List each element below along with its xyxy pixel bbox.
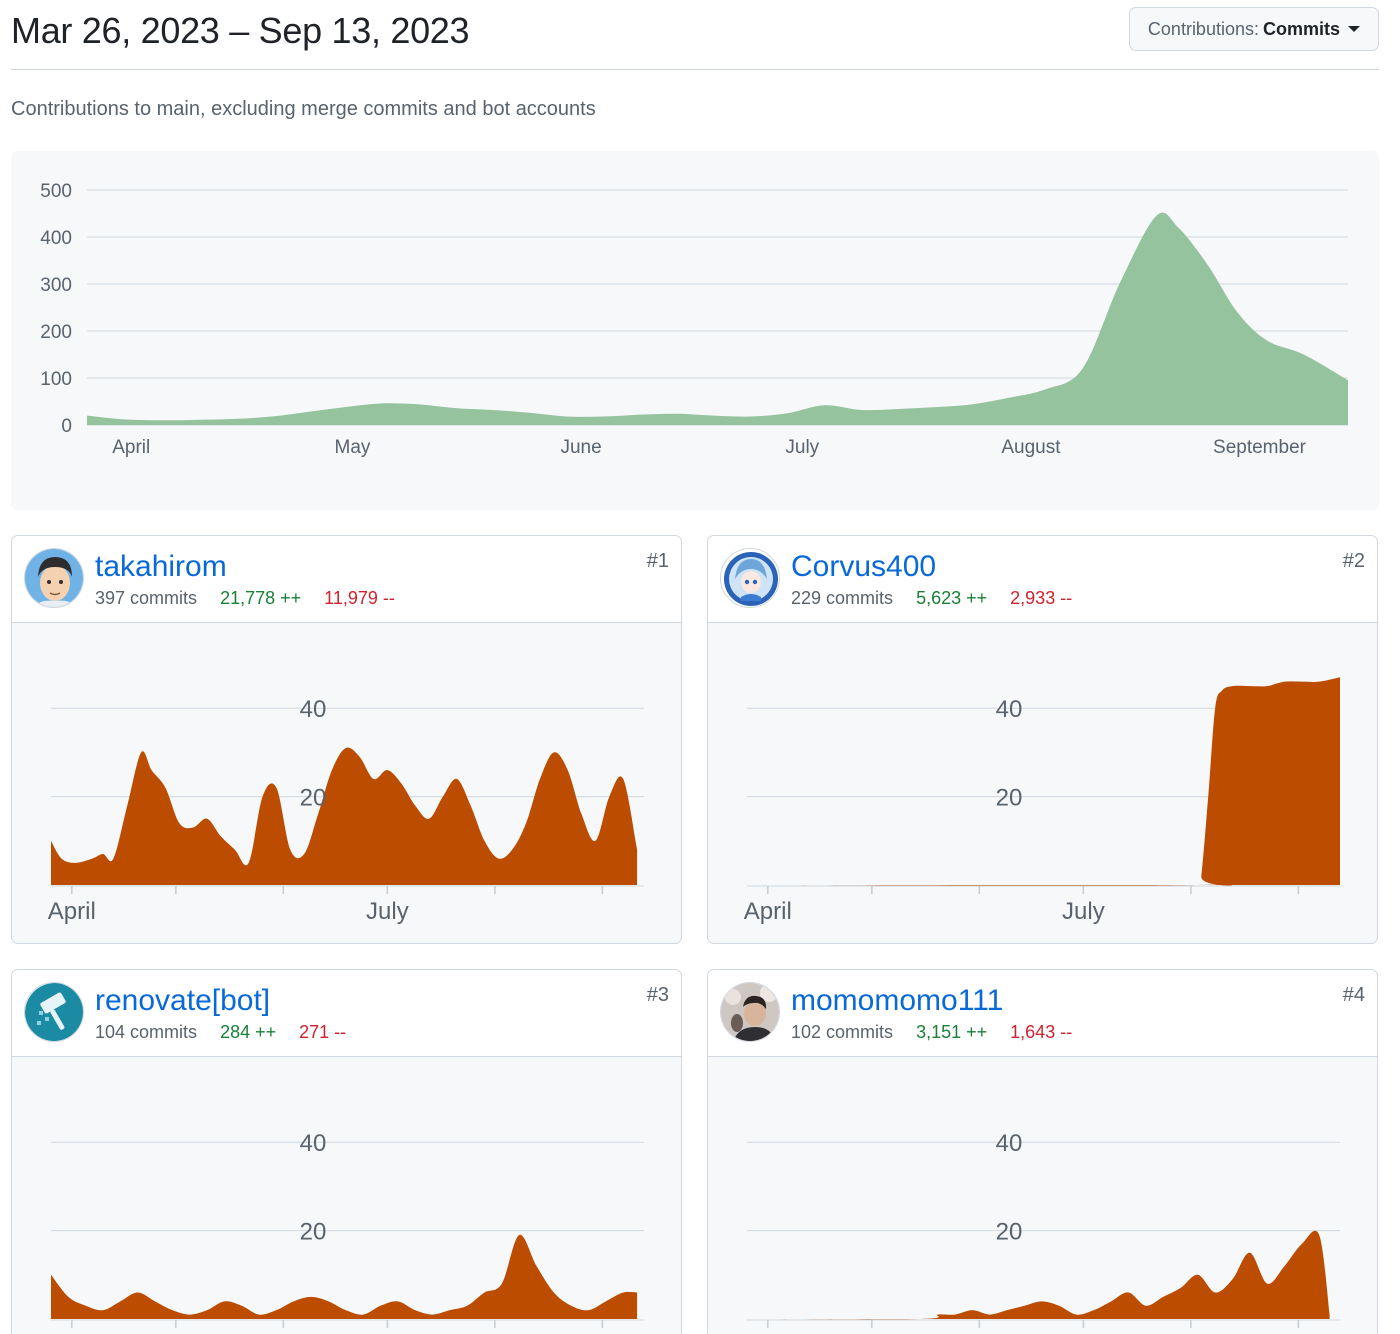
y-tick-label: 400 bbox=[40, 228, 72, 249]
contributor-card: renovate[bot] 104 commits 284 ++ 271 -- … bbox=[11, 969, 682, 1334]
contributor-card-header: takahirom 397 commits 21,778 ++ 11,979 -… bbox=[12, 536, 681, 623]
y-tick-label: 40 bbox=[300, 696, 327, 723]
contributor-username-link[interactable]: momomomo111 bbox=[791, 984, 1004, 1017]
avatar[interactable] bbox=[24, 982, 84, 1042]
main-contributions-chart: 0 100 200 300 400 500 April May June July August Se… bbox=[11, 151, 1379, 510]
y-tick-label: 20 bbox=[996, 1219, 1023, 1246]
deletions-count: 11,979 -- bbox=[324, 588, 395, 608]
x-tick-label: April bbox=[744, 1332, 792, 1334]
y-tick-label: 20 bbox=[996, 785, 1023, 812]
contributor-commits-area bbox=[51, 1234, 638, 1319]
deletions-count: 1,643 -- bbox=[1010, 1022, 1073, 1042]
avatar[interactable] bbox=[24, 548, 84, 608]
deletions-count: 2,933 -- bbox=[1010, 588, 1073, 608]
y-tick-label: 40 bbox=[300, 1130, 327, 1157]
x-tick-label: April bbox=[48, 1332, 96, 1334]
contributor-commits-area bbox=[747, 1230, 1330, 1320]
x-tick-label: July bbox=[785, 437, 819, 458]
deletions-count: 271 -- bbox=[299, 1022, 347, 1042]
contributor-commits-area bbox=[51, 747, 638, 885]
x-tick-label: August bbox=[1001, 437, 1061, 458]
x-tick-label: April bbox=[744, 898, 792, 925]
avatar[interactable] bbox=[720, 548, 780, 608]
contributor-commits-chart: 20 40 April July bbox=[48, 1130, 644, 1334]
contributor-commits-area bbox=[747, 677, 1340, 886]
commits-area bbox=[87, 212, 1348, 425]
contributor-rank: #2 bbox=[1342, 550, 1365, 572]
date-range-title: Mar 26, 2023 – Sep 13, 2023 bbox=[11, 10, 470, 51]
contributor-stats: 397 commits 21,778 ++ 11,979 -- bbox=[95, 588, 395, 609]
x-tick-label: September bbox=[1213, 437, 1307, 458]
caret-down-icon bbox=[1348, 26, 1360, 32]
anime-character-avatar-icon bbox=[721, 549, 779, 607]
y-tick-label: 500 bbox=[40, 181, 72, 202]
x-tick-label: May bbox=[335, 437, 371, 458]
additions-count: 3,151 ++ bbox=[916, 1022, 988, 1042]
commit-count: 397 commits bbox=[95, 588, 198, 608]
y-tick-label: 200 bbox=[40, 322, 72, 343]
contributor-stats: 229 commits 5,623 ++ 2,933 -- bbox=[791, 588, 1072, 609]
contributor-card-header: momomomo111 102 commits 3,151 ++ 1,643 -… bbox=[708, 970, 1377, 1057]
contributor-username-link[interactable]: takahirom bbox=[95, 550, 227, 583]
y-tick-label: 40 bbox=[996, 696, 1023, 723]
dropdown-value: Commits bbox=[1262, 18, 1340, 39]
x-tick-label: April bbox=[48, 898, 96, 925]
contributions-description: Contributions to main, excluding merge c… bbox=[11, 98, 596, 120]
contributor-card: takahirom 397 commits 21,778 ++ 11,979 -… bbox=[11, 535, 682, 944]
contributor-card: Corvus400 229 commits 5,623 ++ 2,933 -- … bbox=[707, 535, 1378, 944]
contributor-commits-chart: 20 40 April July bbox=[744, 1130, 1340, 1334]
contributor-card-header: Corvus400 229 commits 5,623 ++ 2,933 -- … bbox=[708, 536, 1377, 623]
paint-roller-avatar-icon bbox=[25, 983, 83, 1041]
contributor-username-link[interactable]: renovate[bot] bbox=[95, 984, 271, 1017]
y-tick-label: 0 bbox=[61, 416, 72, 437]
y-tick-label: 300 bbox=[40, 275, 72, 296]
y-tick-label: 20 bbox=[300, 1219, 327, 1246]
additions-count: 284 ++ bbox=[220, 1022, 277, 1042]
y-tick-label: 40 bbox=[996, 1130, 1023, 1157]
contributor-stats: 104 commits 284 ++ 271 -- bbox=[95, 1022, 346, 1043]
avatar[interactable] bbox=[720, 982, 780, 1042]
additions-count: 21,778 ++ bbox=[220, 588, 302, 608]
contributor-username-link[interactable]: Corvus400 bbox=[791, 550, 937, 583]
x-tick-label: April bbox=[112, 437, 150, 458]
commit-count: 102 commits bbox=[791, 1022, 894, 1042]
man-glasses-avatar-icon bbox=[25, 549, 83, 607]
main-chart-svg: 0 100 200 300 400 500 April May June July August Se… bbox=[40, 181, 1348, 458]
additions-count: 5,623 ++ bbox=[916, 588, 988, 608]
contributor-commits-chart: 20 40 April July bbox=[744, 677, 1340, 925]
x-tick-label: July bbox=[366, 898, 409, 925]
x-tick-label: July bbox=[1062, 898, 1105, 925]
contributor-commits-chart: 20 40 April July bbox=[48, 696, 644, 925]
contributor-card: momomomo111 102 commits 3,151 ++ 1,643 -… bbox=[707, 969, 1378, 1334]
commit-count: 104 commits bbox=[95, 1022, 198, 1042]
y-tick-label: 20 bbox=[300, 785, 327, 812]
contributor-rank: #4 bbox=[1342, 984, 1365, 1006]
contributor-card-header: renovate[bot] 104 commits 284 ++ 271 -- … bbox=[12, 970, 681, 1057]
contributor-rank: #1 bbox=[646, 550, 669, 572]
x-tick-label: July bbox=[1062, 1332, 1105, 1334]
contributor-rank: #3 bbox=[646, 984, 669, 1006]
person-photo-avatar-icon bbox=[721, 983, 779, 1041]
contributions-type-dropdown[interactable]: Contributions: Commits bbox=[1128, 7, 1379, 51]
commit-count: 229 commits bbox=[791, 588, 894, 608]
y-tick-label: 100 bbox=[40, 369, 72, 390]
dropdown-label: Contributions: bbox=[1147, 18, 1259, 39]
page-header: Mar 26, 2023 – Sep 13, 2023 Contribution… bbox=[11, 0, 1379, 70]
x-tick-label: June bbox=[560, 437, 601, 458]
contributor-stats: 102 commits 3,151 ++ 1,643 -- bbox=[791, 1022, 1072, 1043]
x-tick-label: July bbox=[366, 1332, 409, 1334]
